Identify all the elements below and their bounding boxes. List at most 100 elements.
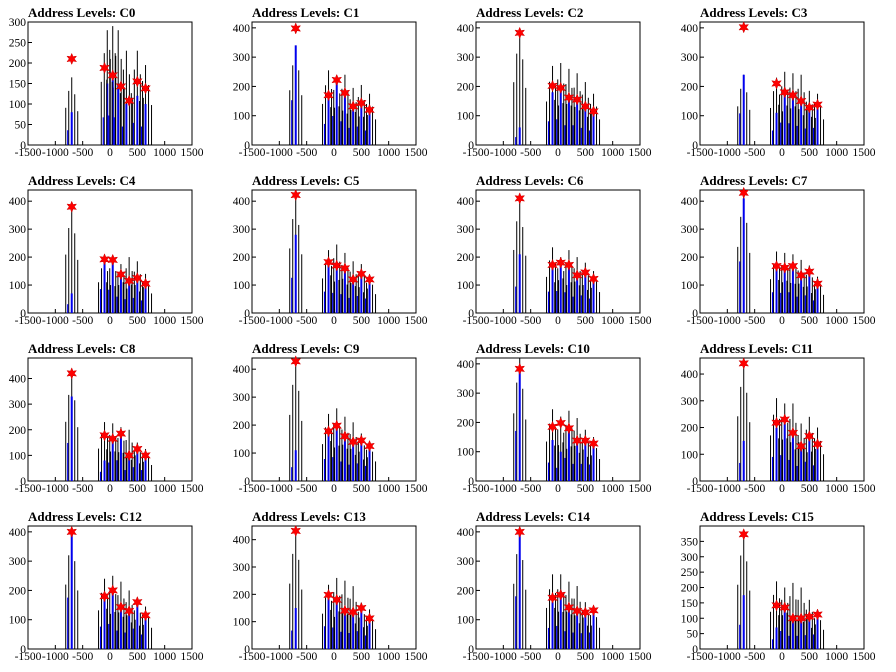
y-tick-label: 300 xyxy=(233,224,251,236)
histogram-svg: 0 100 200 300 400 -1500 -1000 -500 0 500 1000 1500 xyxy=(457,357,652,495)
x-tick-label: -1500 xyxy=(463,651,490,663)
peak-marker xyxy=(115,80,127,93)
x-tick-label: 1500 xyxy=(181,483,204,495)
x-tick-label: 0 xyxy=(555,315,561,327)
y-tick-label: 200 xyxy=(681,423,699,435)
x-tick-label: -500 xyxy=(296,315,317,327)
peak-marker xyxy=(107,584,119,597)
peak-marker xyxy=(812,98,823,111)
x-tick-label: -1000 xyxy=(490,483,517,495)
y-tick-label: 300 xyxy=(233,562,251,574)
peak-marker xyxy=(339,86,351,100)
peak-marker xyxy=(323,425,334,438)
y-tick-label: 0 xyxy=(244,476,250,488)
peak-marker xyxy=(571,269,583,282)
y-tick-label: 300 xyxy=(9,17,27,29)
peak-marker xyxy=(131,442,143,456)
y-tick-label: 200 xyxy=(233,420,251,432)
x-tick-label: -500 xyxy=(72,147,93,159)
peak-marker xyxy=(290,524,302,538)
x-tick-label: 500 xyxy=(801,147,819,159)
y-tick-label: 250 xyxy=(681,567,699,579)
x-tick-label: -500 xyxy=(744,147,765,159)
chart-panel: Address Levels: C5 0 100 200 300 400 -1500 -100… xyxy=(224,168,448,336)
peak-marker xyxy=(547,79,558,93)
peak-marker xyxy=(364,439,375,453)
y-tick-label: 250 xyxy=(9,38,27,50)
peak-marker xyxy=(99,429,110,442)
peak-marker xyxy=(514,362,526,376)
y-tick-label: 200 xyxy=(233,589,251,601)
y-tick-label: 300 xyxy=(681,52,699,64)
x-tick-label: -1500 xyxy=(15,147,42,159)
y-tick-label: 50 xyxy=(15,120,27,132)
y-tick-label: 300 xyxy=(233,52,251,64)
x-tick-label: -1500 xyxy=(463,315,490,327)
y-tick-label: 100 xyxy=(9,99,27,111)
x-tick-label: 0 xyxy=(555,147,561,159)
peak-marker xyxy=(355,601,367,615)
chart-panel: Address Levels: C13 0 100 200 300 400 -1500 -10… xyxy=(224,504,448,672)
histogram-svg: 0 100 200 300 400 -1500 -1000 -500 0 500 1000 1500 xyxy=(9,357,204,495)
chart-title: Address Levels: C6 xyxy=(476,173,584,188)
peak-marker xyxy=(514,26,526,40)
chart-panel: Address Levels: C14 0 100 200 300 400 -1500 -10… xyxy=(448,504,672,672)
y-tick-label: 100 xyxy=(9,615,27,627)
x-tick-label: -500 xyxy=(744,651,765,663)
peak-marker xyxy=(339,430,351,443)
x-tick-label: 500 xyxy=(129,483,147,495)
x-tick-label: 500 xyxy=(353,315,371,327)
x-tick-label: -1500 xyxy=(463,483,490,495)
x-tick-label: -1000 xyxy=(266,483,293,495)
x-tick-label: 0 xyxy=(331,147,337,159)
peak-marker xyxy=(812,608,823,621)
peak-marker xyxy=(99,590,110,603)
peak-marker xyxy=(779,601,791,614)
chart-title: Address Levels: C2 xyxy=(476,5,584,20)
chart-title: Address Levels: C0 xyxy=(28,5,136,20)
y-tick-label: 0 xyxy=(468,644,474,656)
y-tick-label: 300 xyxy=(681,396,699,408)
y-tick-label: 0 xyxy=(244,140,250,152)
x-tick-label: -1500 xyxy=(239,651,266,663)
x-tick-label: 1500 xyxy=(405,651,428,663)
chart-title: Address Levels: C13 xyxy=(252,509,366,524)
x-tick-label: 0 xyxy=(779,315,785,327)
x-tick-label: 500 xyxy=(577,147,595,159)
x-tick-label: -1000 xyxy=(714,651,741,663)
peak-marker xyxy=(563,91,575,104)
y-tick-label: 400 xyxy=(9,196,27,208)
histogram-svg: 0 50 100 150 200 250 300 350 -1500 -1000 -500 0 500 1… xyxy=(681,525,876,663)
peak-marker xyxy=(115,268,127,281)
peak-marker xyxy=(339,262,351,275)
x-tick-label: 1000 xyxy=(377,147,400,159)
y-tick-label: 0 xyxy=(468,140,474,152)
x-tick-label: -500 xyxy=(72,651,93,663)
peak-marker xyxy=(555,588,567,601)
y-tick-label: 200 xyxy=(457,81,475,93)
y-tick-label: 400 xyxy=(457,359,475,371)
x-tick-label: -500 xyxy=(72,315,93,327)
peak-marker xyxy=(140,82,151,95)
peak-marker xyxy=(331,593,343,606)
x-tick-label: 1000 xyxy=(153,315,176,327)
x-tick-label: -1000 xyxy=(490,651,517,663)
peak-marker xyxy=(140,609,151,622)
x-tick-label: 1500 xyxy=(629,483,652,495)
chart-panel: Address Levels: C2 0 100 200 300 400 -1500 -100… xyxy=(448,0,672,168)
x-tick-label: 1000 xyxy=(825,483,848,495)
x-tick-label: -1500 xyxy=(239,147,266,159)
chart-panel: Address Levels: C9 0 100 200 300 400 -1500 -100… xyxy=(224,336,448,504)
chart-title: Address Levels: C15 xyxy=(700,509,814,524)
histogram-svg: 0 100 200 300 400 -1500 -1000 -500 0 500 1000 1500 xyxy=(9,189,204,327)
y-tick-label: 100 xyxy=(457,447,475,459)
peak-marker xyxy=(588,604,599,617)
y-tick-label: 300 xyxy=(457,556,475,568)
y-tick-label: 300 xyxy=(233,392,251,404)
x-tick-label: 1000 xyxy=(825,651,848,663)
peak-marker xyxy=(514,525,526,539)
y-tick-label: 100 xyxy=(233,280,251,292)
peak-marker xyxy=(779,86,791,99)
peak-marker xyxy=(738,186,750,199)
x-tick-label: -1500 xyxy=(463,147,490,159)
